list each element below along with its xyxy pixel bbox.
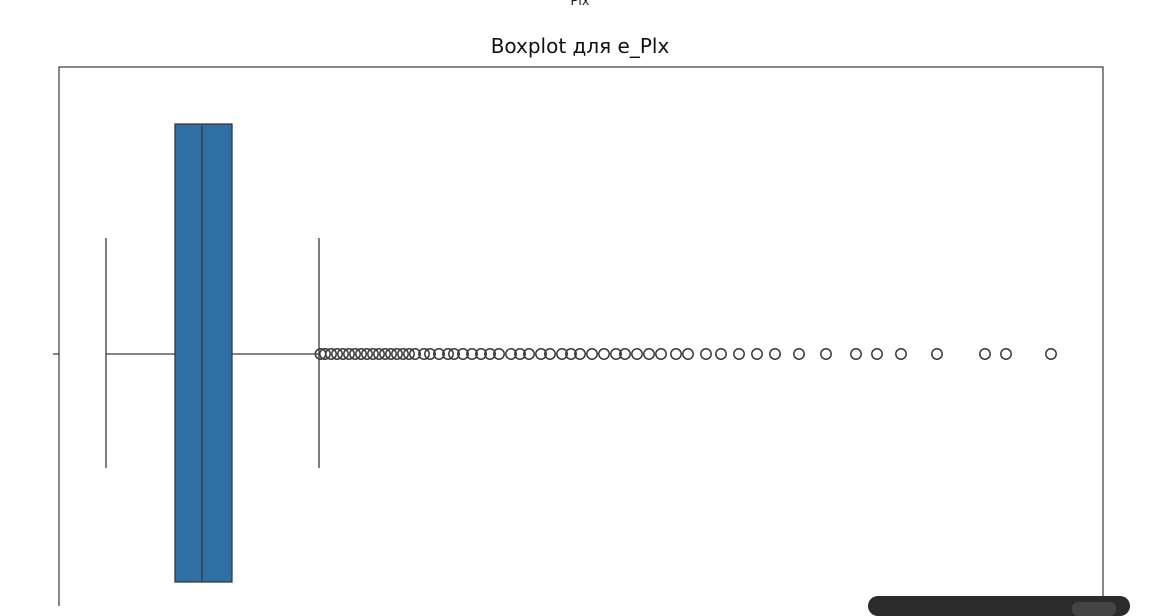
toast-action-button[interactable] bbox=[1072, 602, 1116, 616]
outlier-point bbox=[409, 348, 421, 360]
outlier-point bbox=[1000, 348, 1012, 360]
outlier-point bbox=[397, 348, 409, 360]
outlier-point bbox=[895, 348, 907, 360]
outlier-point bbox=[325, 348, 337, 360]
outlier-point bbox=[556, 348, 568, 360]
outlier-point bbox=[457, 348, 469, 360]
outlier-point bbox=[535, 348, 547, 360]
outlier-point bbox=[385, 348, 397, 360]
outlier-point bbox=[682, 348, 694, 360]
outlier-point bbox=[343, 348, 355, 360]
outlier-point bbox=[373, 348, 385, 360]
outlier-point bbox=[418, 348, 430, 360]
outlier-point bbox=[619, 348, 631, 360]
outlier-point bbox=[871, 348, 883, 360]
iqr-box bbox=[174, 123, 233, 583]
outlier-point bbox=[442, 348, 454, 360]
x-axis-label: Plx bbox=[570, 0, 590, 9]
outlier-point bbox=[850, 348, 862, 360]
outlier-point bbox=[403, 348, 415, 360]
outlier-point bbox=[475, 348, 487, 360]
outlier-point bbox=[355, 348, 367, 360]
outlier-point bbox=[643, 348, 655, 360]
outlier-point bbox=[820, 348, 832, 360]
outlier-point bbox=[466, 348, 478, 360]
outlier-point bbox=[433, 348, 445, 360]
outlier-point bbox=[979, 348, 991, 360]
outlier-point bbox=[367, 348, 379, 360]
outlier-point bbox=[574, 348, 586, 360]
outlier-point bbox=[514, 348, 526, 360]
outlier-point bbox=[1045, 348, 1057, 360]
outlier-point bbox=[391, 348, 403, 360]
chart-title: Boxplot для e_Plx bbox=[490, 34, 670, 58]
outlier-point bbox=[769, 348, 781, 360]
outlier-point bbox=[610, 348, 622, 360]
outlier-point bbox=[793, 348, 805, 360]
outlier-point bbox=[493, 348, 505, 360]
outlier-point bbox=[715, 348, 727, 360]
outlier-point bbox=[598, 348, 610, 360]
outlier-point bbox=[733, 348, 745, 360]
plot-frame bbox=[58, 66, 1104, 606]
outlier-point bbox=[361, 348, 373, 360]
outlier-point bbox=[700, 348, 712, 360]
outlier-point bbox=[484, 348, 496, 360]
outlier-point bbox=[751, 348, 763, 360]
outlier-point bbox=[331, 348, 343, 360]
outlier-point bbox=[424, 348, 436, 360]
outlier-point bbox=[655, 348, 667, 360]
outlier-point bbox=[505, 348, 517, 360]
outlier-point bbox=[319, 348, 331, 360]
outlier-point bbox=[349, 348, 361, 360]
outlier-point bbox=[379, 348, 391, 360]
outlier-point bbox=[670, 348, 682, 360]
outlier-point bbox=[544, 348, 556, 360]
outlier-point bbox=[523, 348, 535, 360]
outlier-point bbox=[448, 348, 460, 360]
outlier-point bbox=[337, 348, 349, 360]
outlier-point bbox=[586, 348, 598, 360]
outlier-point bbox=[931, 348, 943, 360]
outlier-point bbox=[565, 348, 577, 360]
notification-toast[interactable] bbox=[868, 596, 1130, 616]
outlier-point bbox=[631, 348, 643, 360]
